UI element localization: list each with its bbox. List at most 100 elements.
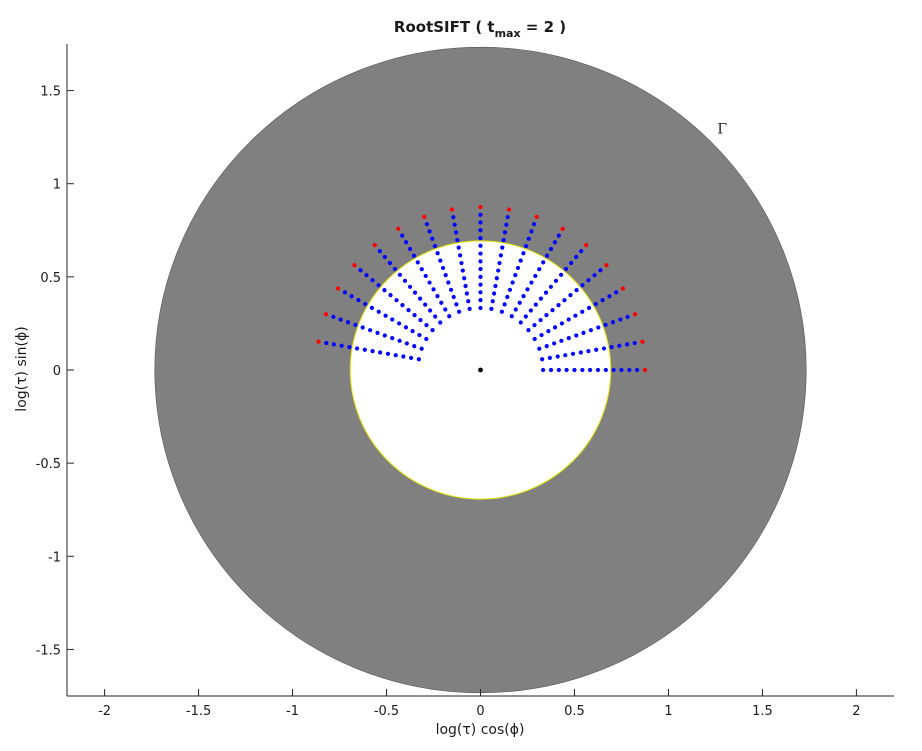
blue-point (417, 332, 422, 338)
blue-point (610, 320, 616, 325)
y-tick-label: 0.5 (40, 271, 61, 286)
red-point (352, 263, 357, 268)
blue-point (438, 258, 443, 263)
blue-point (523, 243, 529, 249)
x-tick-label: -2 (98, 704, 111, 719)
blue-point (529, 280, 534, 285)
red-point (604, 263, 609, 268)
blue-point (411, 253, 417, 258)
blue-point (538, 317, 543, 323)
blue-point (456, 245, 461, 250)
blue-point (388, 293, 393, 298)
blue-point (490, 299, 495, 304)
blue-point (331, 342, 337, 347)
blue-point (525, 287, 530, 292)
blue-point (403, 240, 409, 245)
blue-point (544, 253, 550, 258)
red-point (478, 204, 483, 210)
blue-point (467, 306, 472, 312)
blue-point (553, 278, 559, 283)
blue-point (423, 302, 428, 307)
blue-point (478, 212, 483, 217)
blue-point (598, 268, 603, 273)
blue-point (617, 343, 622, 348)
blue-point (611, 367, 616, 373)
blue-point (564, 367, 569, 373)
blue-point (573, 313, 578, 318)
blue-point (540, 357, 545, 362)
red-point (534, 214, 539, 219)
blue-point (544, 344, 549, 349)
blue-point (613, 290, 619, 295)
blue-point (370, 278, 375, 283)
blue-point (562, 298, 567, 303)
blue-point (443, 273, 448, 278)
blue-point (412, 344, 417, 349)
blue-point (417, 296, 423, 301)
blue-point (431, 287, 436, 292)
blue-point (406, 308, 411, 313)
blue-point (601, 346, 607, 351)
axes: -2 -1.5 -1 -0.5 0 0.5 1 1.5 2 -1.5 -1 -0.5 0 0.5 1 1.5 (36, 44, 894, 719)
blue-point (537, 346, 542, 351)
blue-point (407, 284, 413, 289)
blue-point (533, 273, 538, 279)
blue-point (526, 236, 531, 241)
blue-point (625, 314, 630, 320)
blue-point (427, 229, 432, 234)
blue-point (458, 253, 463, 258)
blue-point (592, 273, 597, 278)
blue-point (558, 272, 564, 277)
blue-point (356, 298, 361, 303)
blue-point (505, 294, 510, 300)
blue-point (363, 301, 368, 307)
blue-point (532, 336, 537, 342)
blue-point (401, 354, 406, 359)
blue-point (419, 346, 424, 351)
blue-point (430, 328, 435, 333)
y-tick-label: -1.5 (36, 643, 61, 658)
blue-point (478, 282, 483, 287)
blue-point (504, 222, 509, 227)
x-tick-label: 1 (664, 704, 672, 719)
blue-point (418, 317, 423, 323)
blue-point (439, 300, 444, 305)
blue-point (502, 302, 507, 307)
blue-point (566, 317, 571, 322)
blue-point (572, 367, 577, 373)
blue-point (397, 338, 402, 343)
blue-point (555, 354, 560, 359)
blue-point (537, 267, 542, 272)
blue-point (360, 325, 365, 330)
blue-point (548, 367, 554, 373)
blue-point (540, 367, 546, 373)
blue-point (510, 280, 515, 285)
blue-point (432, 243, 438, 249)
blue-point (570, 351, 576, 356)
blue-point (462, 276, 467, 281)
blue-point (517, 300, 522, 305)
blue-point (419, 267, 424, 272)
blue-point (559, 321, 564, 326)
blue-point (448, 287, 454, 292)
x-tick-label: 0.5 (564, 704, 585, 719)
blue-point (390, 317, 395, 322)
red-point (642, 367, 648, 373)
blue-point (452, 222, 457, 227)
blue-point (532, 322, 537, 328)
blue-point (552, 325, 558, 330)
blue-point (493, 283, 498, 289)
blue-point (595, 367, 601, 373)
blue-point (400, 302, 405, 308)
blue-point (385, 351, 391, 356)
y-tick-label: 0 (53, 364, 61, 379)
blue-point (378, 350, 383, 355)
blue-point (586, 278, 591, 283)
blue-point (568, 293, 573, 298)
blue-point (505, 215, 510, 220)
blue-point (600, 298, 605, 303)
blue-point (563, 353, 568, 358)
blue-point (543, 290, 549, 295)
red-point (372, 243, 377, 248)
